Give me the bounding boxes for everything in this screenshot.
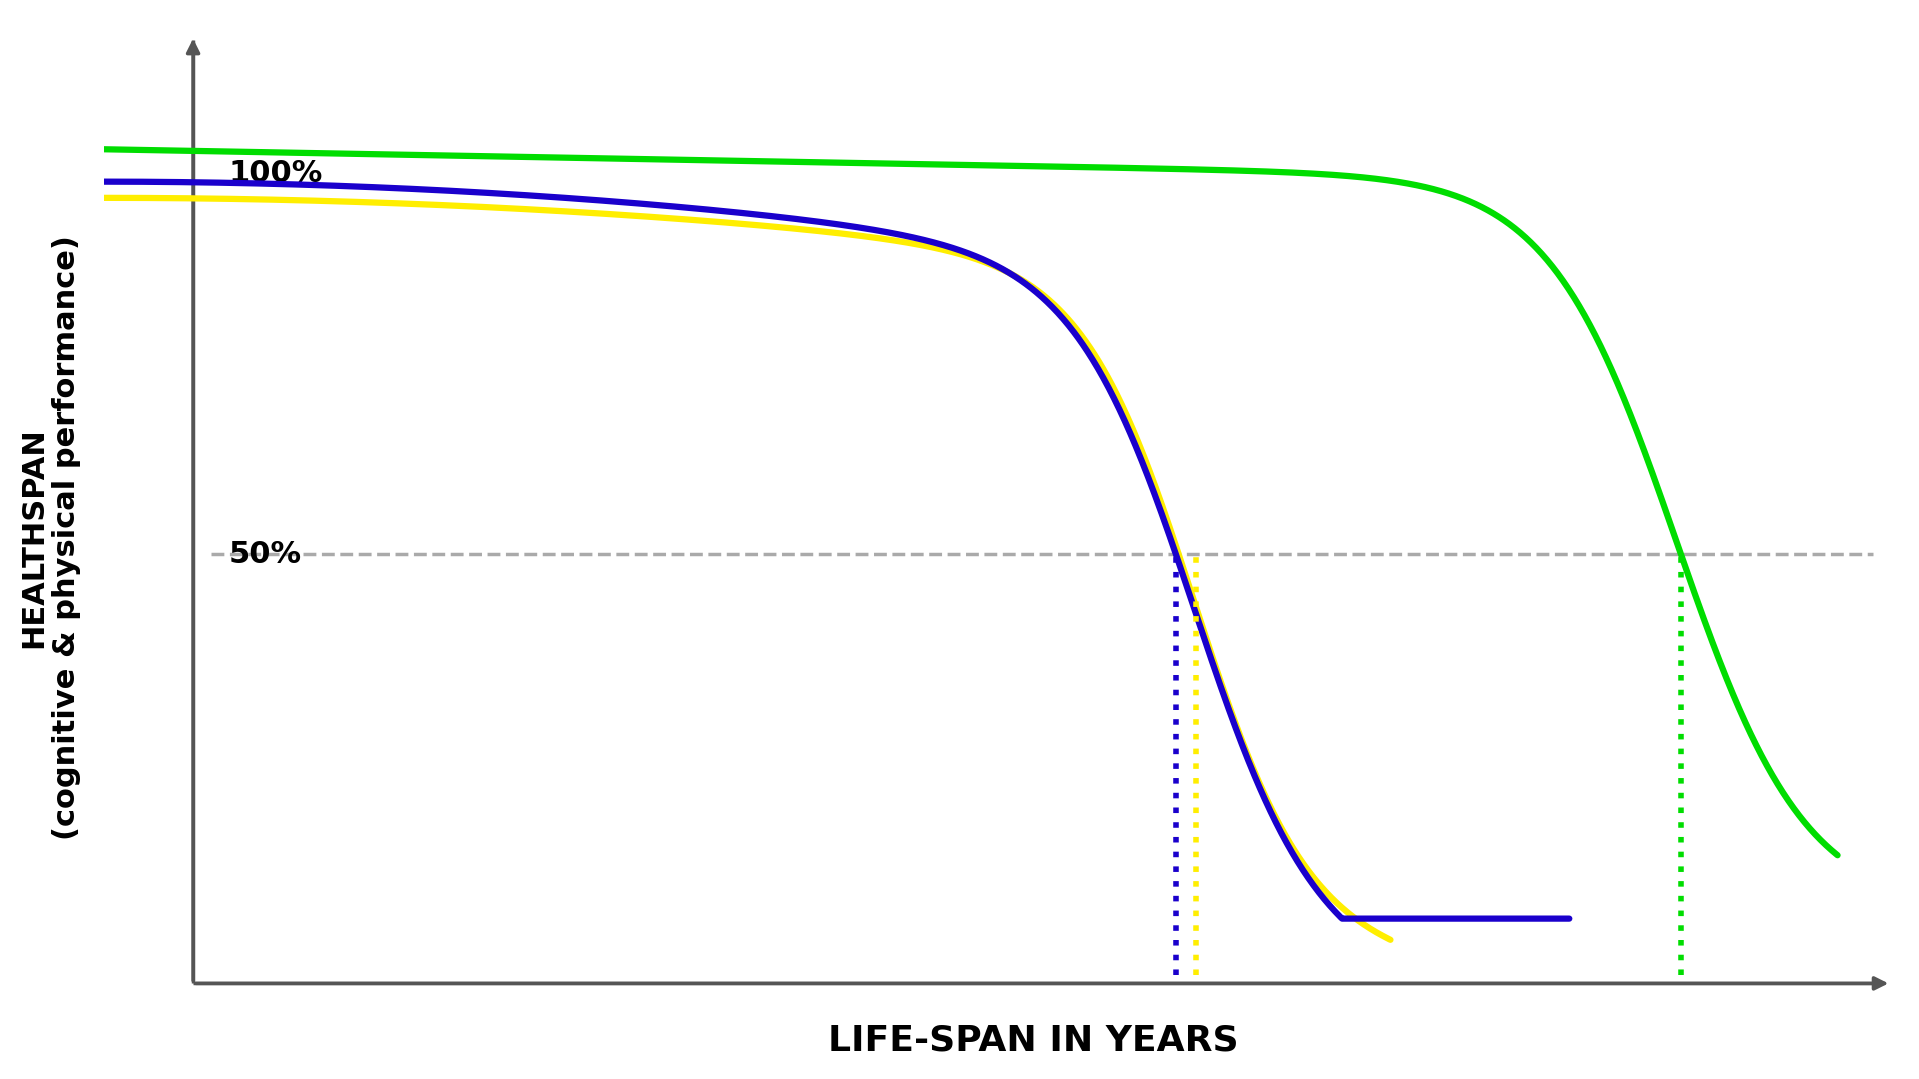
- Text: LIFE-SPAN IN YEARS: LIFE-SPAN IN YEARS: [827, 1023, 1238, 1057]
- Text: 50%: 50%: [228, 540, 301, 569]
- Text: 100%: 100%: [228, 159, 322, 188]
- Text: HEALTHSPAN
(cognitive & physical performance): HEALTHSPAN (cognitive & physical perform…: [19, 235, 81, 841]
